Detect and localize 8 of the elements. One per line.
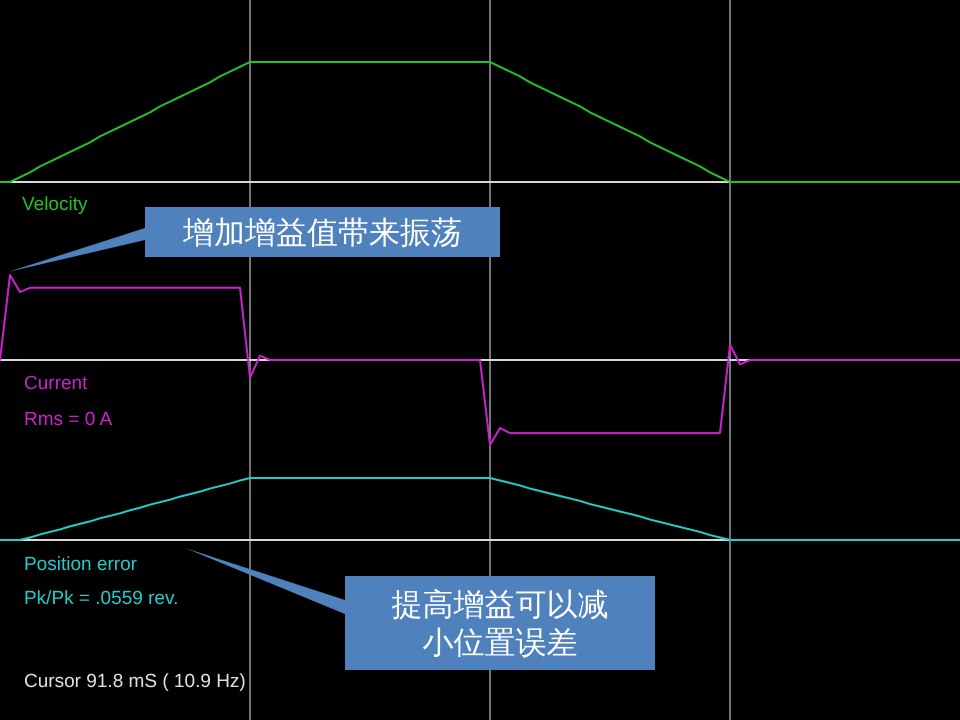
text: Pk/Pk = .0559 rev. — [24, 588, 178, 609]
text: 增加增益值带来振荡 — [182, 215, 462, 251]
text: 提高增益可以减小位置误差 — [392, 587, 608, 661]
text: Cursor 91.8 mS ( 10.9 Hz) — [24, 671, 246, 692]
series-label: Position error — [24, 554, 138, 575]
series-label: Velocity — [22, 194, 88, 215]
annotation: Rms = 0 A — [24, 409, 112, 430]
series-label: Current — [24, 373, 88, 394]
